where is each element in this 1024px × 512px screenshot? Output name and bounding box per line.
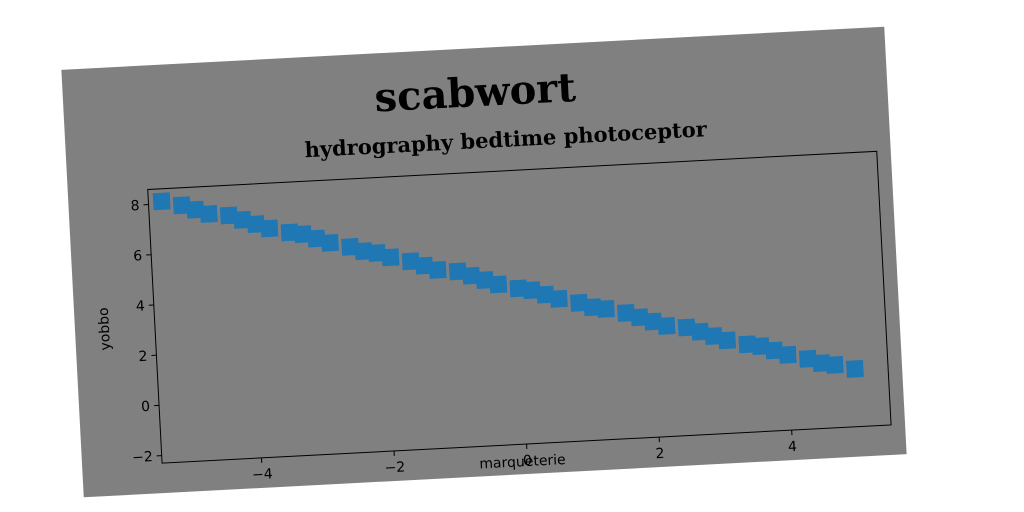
data-point <box>368 244 386 262</box>
plot-area: −4 −2 0 2 4 −2 0 2 4 6 8 <box>130 150 892 483</box>
y-tick-label: 6 <box>133 248 143 264</box>
data-point <box>489 275 508 294</box>
data-point <box>536 285 555 304</box>
chart-subtitle: hydrography bedtime photoceptor <box>304 116 708 162</box>
data-point <box>172 196 191 215</box>
data-point <box>307 229 326 248</box>
data-point <box>704 327 723 345</box>
y-tick-label: −2 <box>132 449 153 466</box>
data-point <box>570 293 588 312</box>
data-point <box>246 215 265 234</box>
data-point <box>522 281 541 300</box>
data-point <box>798 349 817 368</box>
data-point <box>596 300 615 318</box>
y-tick-label: 4 <box>136 298 146 314</box>
y-tick-label: 2 <box>138 349 148 365</box>
data-point <box>401 252 420 271</box>
y-tick-label: 8 <box>130 198 140 214</box>
x-tick-label: −2 <box>384 459 405 476</box>
data-point <box>294 225 312 244</box>
data-point <box>583 298 602 317</box>
data-point <box>341 237 360 256</box>
data-point <box>691 322 710 341</box>
data-point <box>509 279 528 298</box>
x-tick-label: 0 <box>523 453 533 469</box>
plot-frame <box>147 150 892 464</box>
data-point <box>812 354 831 373</box>
data-point <box>448 262 467 281</box>
x-tick-label: 2 <box>655 446 665 462</box>
data-point <box>428 261 447 279</box>
data-point <box>617 304 635 322</box>
x-tick-label: −4 <box>252 466 274 483</box>
x-axis-label: marqueterie <box>479 452 566 473</box>
data-point <box>644 312 663 331</box>
y-axis-label: yobbo <box>96 307 114 351</box>
data-point <box>260 219 279 238</box>
data-point <box>321 233 339 252</box>
data-point <box>765 341 784 360</box>
data-point <box>778 345 797 364</box>
data-point <box>657 316 676 335</box>
data-point <box>630 308 649 327</box>
chart-title: scabwort <box>373 64 577 122</box>
data-point <box>186 200 205 219</box>
data-point <box>199 205 218 223</box>
data-point <box>462 266 481 285</box>
data-point <box>549 289 568 308</box>
data-point <box>219 206 238 225</box>
data-point <box>233 210 252 229</box>
data-point <box>751 337 770 356</box>
data-point <box>677 318 696 337</box>
data-point <box>718 331 737 350</box>
data-point <box>415 256 434 275</box>
x-tick-label: 4 <box>788 439 798 455</box>
data-point <box>152 192 171 211</box>
data-point <box>354 242 373 261</box>
figure: scabwort hydrography bedtime photoceptor… <box>61 26 907 498</box>
data-point <box>825 356 844 374</box>
data-point <box>280 223 299 242</box>
data-point <box>475 271 494 290</box>
data-point <box>381 248 400 267</box>
y-tick-label: 0 <box>141 399 151 415</box>
data-point <box>845 359 864 378</box>
chart-svg: scabwort hydrography bedtime photoceptor… <box>96 64 892 483</box>
data-point <box>738 335 757 354</box>
